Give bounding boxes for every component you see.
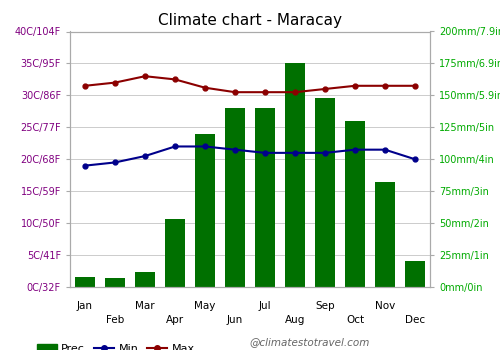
Text: Aug: Aug bbox=[285, 315, 305, 325]
Bar bbox=[165, 219, 185, 287]
Bar bbox=[75, 277, 95, 287]
Bar bbox=[316, 98, 335, 287]
Bar bbox=[256, 108, 275, 287]
Text: Nov: Nov bbox=[375, 301, 395, 311]
Text: Dec: Dec bbox=[405, 315, 425, 325]
Bar bbox=[375, 182, 395, 287]
Text: Jan: Jan bbox=[77, 301, 93, 311]
Bar bbox=[195, 134, 215, 287]
Text: Sep: Sep bbox=[315, 301, 335, 311]
Text: May: May bbox=[194, 301, 216, 311]
Bar bbox=[405, 261, 425, 287]
Text: Jun: Jun bbox=[227, 315, 243, 325]
Bar bbox=[345, 121, 365, 287]
Text: Oct: Oct bbox=[346, 315, 364, 325]
Text: Mar: Mar bbox=[135, 301, 155, 311]
Bar bbox=[225, 108, 245, 287]
Text: Jul: Jul bbox=[258, 301, 272, 311]
Text: @climatestotravel.com: @climatestotravel.com bbox=[250, 337, 370, 347]
Bar bbox=[135, 272, 155, 287]
Text: Feb: Feb bbox=[106, 315, 124, 325]
Legend: Prec, Min, Max: Prec, Min, Max bbox=[32, 339, 199, 350]
Bar bbox=[285, 63, 305, 287]
Title: Climate chart - Maracay: Climate chart - Maracay bbox=[158, 13, 342, 28]
Bar bbox=[105, 278, 125, 287]
Text: Apr: Apr bbox=[166, 315, 184, 325]
